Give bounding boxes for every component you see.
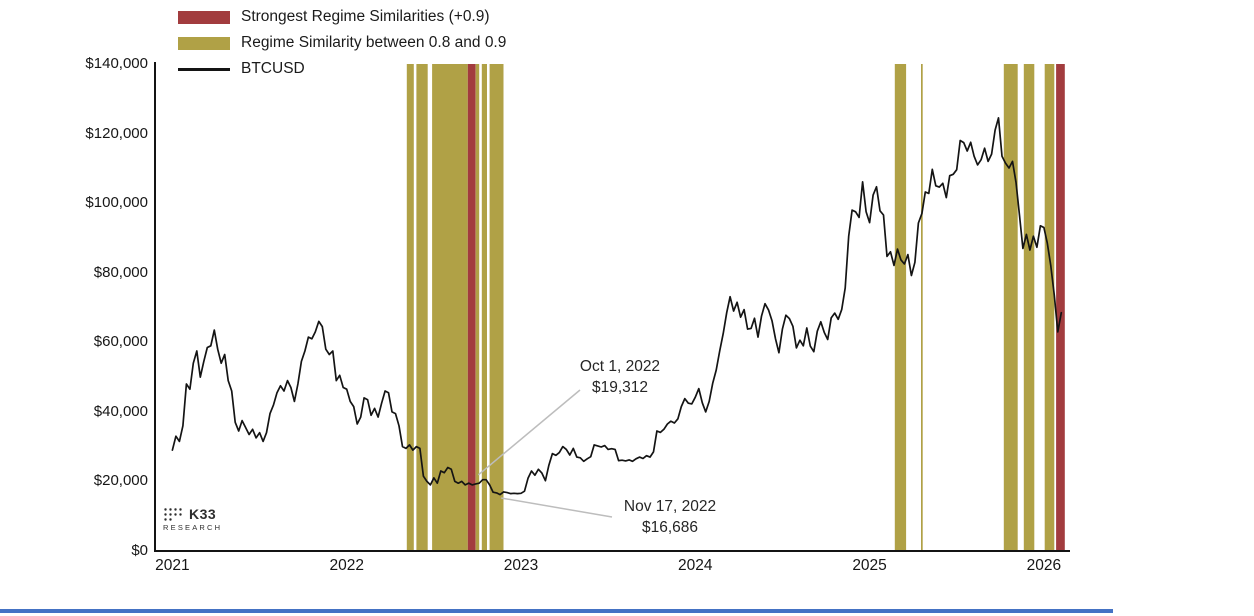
x-tick-label: 2021 [155, 557, 190, 574]
regime-band-red [467, 64, 476, 551]
y-tick-label: $100,000 [85, 194, 148, 212]
annotation-value: $16,686 [641, 519, 699, 536]
legend-label: Strongest Regime Similarities (+0.9) [241, 8, 490, 25]
k33-logo-mark [164, 507, 182, 521]
annotation-leader-line [501, 497, 613, 518]
legend-swatch-olive [178, 36, 230, 50]
legend-swatch-line [178, 67, 230, 71]
logo-subtext: RESEARCH [163, 523, 223, 532]
legend-item-red: Strongest Regime Similarities (+0.9) [178, 4, 506, 30]
btcusd-price-line [171, 117, 1063, 496]
chart-legend: Strongest Regime Similarities (+0.9) Regi… [178, 4, 506, 82]
regime-band-olive [432, 64, 468, 551]
annotation-oct-2022: Oct 1, 2022 $19,312 [549, 356, 691, 398]
regime-band-olive [894, 64, 907, 551]
regime-band-olive [1044, 64, 1055, 551]
y-tick-label: $40,000 [93, 402, 148, 420]
regime-band-olive [481, 64, 487, 551]
regime-band-olive [406, 64, 414, 551]
regime-band-olive [921, 64, 923, 551]
y-tick-label: $20,000 [93, 472, 148, 490]
legend-label: Regime Similarity between 0.8 and 0.9 [241, 34, 507, 51]
annotation-value: $19,312 [591, 379, 649, 396]
regime-band-olive [1023, 64, 1035, 551]
x-tick-label: 2026 [1026, 557, 1062, 574]
annotation-date: Oct 1, 2022 [579, 358, 661, 375]
legend-item-olive: Regime Similarity between 0.8 and 0.9 [178, 30, 506, 56]
annotation-date: Nov 17, 2022 [623, 498, 717, 515]
x-tick-label: 2022 [329, 557, 364, 574]
logo-text: K33 [189, 506, 217, 522]
annotation-leader-line [477, 389, 581, 476]
regime-band-olive [416, 64, 428, 551]
regime-band-olive [475, 64, 480, 551]
y-tick-label: $120,000 [85, 124, 148, 142]
footer-accent-line [0, 609, 1113, 613]
x-tick-label: 2025 [852, 557, 887, 574]
k33-research-logo: K33 RESEARCH [163, 506, 222, 532]
legend-label: BTCUSD [241, 60, 305, 77]
x-tick-label: 2023 [503, 557, 539, 574]
annotation-nov-2022: Nov 17, 2022 $16,686 [597, 496, 743, 538]
legend-swatch-red [178, 10, 230, 24]
y-tick-label: $0 [131, 542, 148, 559]
legend-item-line: BTCUSD [178, 56, 506, 82]
regime-band-olive [1003, 64, 1018, 551]
regime-band-olive [489, 64, 504, 551]
x-tick-label: 2024 [678, 557, 713, 574]
y-tick-label: $60,000 [93, 333, 148, 351]
y-tick-label: $140,000 [85, 55, 148, 72]
regime-band-red [1056, 64, 1065, 551]
y-tick-label: $80,000 [93, 263, 148, 281]
